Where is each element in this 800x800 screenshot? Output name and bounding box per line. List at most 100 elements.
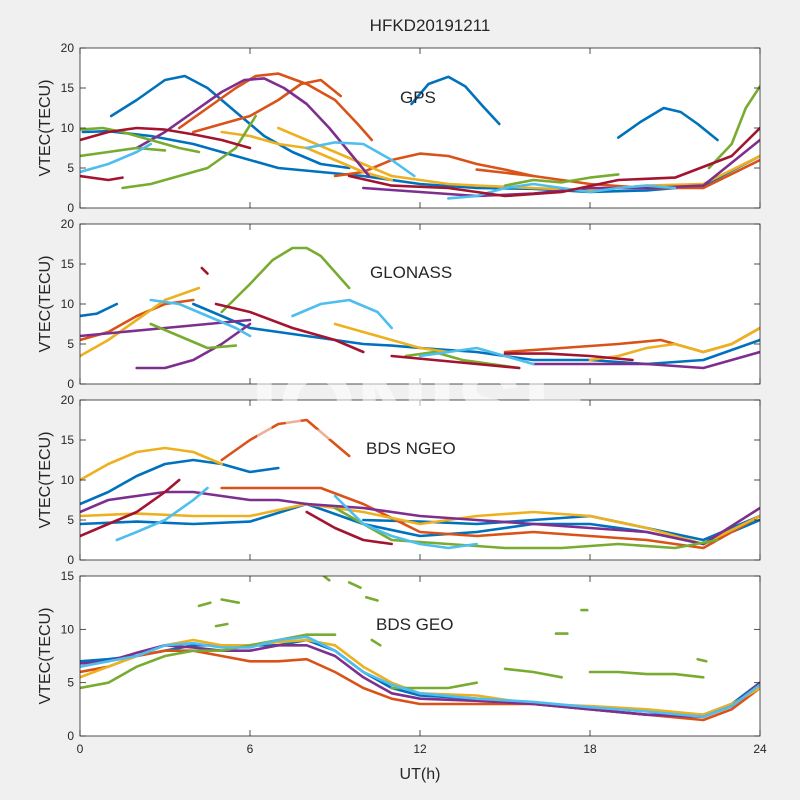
- series-line: [370, 638, 382, 647]
- series-line: [80, 446, 223, 482]
- series-line: [532, 350, 760, 370]
- series-line: [80, 142, 153, 174]
- y-tick-label: 10: [61, 297, 75, 311]
- panel-2: 0 5 10 15 20 VTEC(TECU) BDS NGEO: [37, 393, 761, 567]
- series-line: [80, 635, 760, 719]
- series-group: [80, 72, 760, 200]
- series-line: [80, 126, 201, 154]
- y-tick-label: 5: [67, 337, 74, 351]
- panel-label: BDS NGEO: [366, 439, 456, 458]
- y-axis-label: VTEC(TECU): [37, 256, 54, 353]
- series-line: [121, 114, 257, 190]
- y-tick-label: 0: [67, 377, 74, 391]
- series-line: [503, 173, 620, 187]
- y-tick-label: 0: [67, 553, 74, 567]
- figure-title: HFKD20191211: [370, 16, 491, 35]
- x-axis-label: UT(h): [400, 766, 441, 783]
- series-line: [347, 581, 362, 589]
- series-line: [149, 298, 252, 338]
- series-line: [80, 286, 201, 358]
- series-line: [80, 146, 167, 158]
- panel-label: BDS GEO: [376, 615, 453, 634]
- panel-label: GPS: [400, 88, 436, 107]
- watermark: IONISE: [251, 350, 590, 462]
- series-line: [322, 576, 331, 582]
- series-group: [80, 576, 760, 722]
- series-line: [220, 598, 240, 604]
- series-line: [418, 346, 535, 366]
- series-line: [80, 126, 252, 150]
- series-line: [305, 510, 393, 546]
- y-tick-label: 15: [61, 81, 75, 95]
- y-tick-label: 15: [61, 257, 75, 271]
- series-line: [197, 601, 212, 608]
- panel-0: 0 5 10 15 20 VTEC(TECU) GPS: [37, 41, 761, 215]
- series-line: [588, 670, 705, 679]
- series-line: [115, 486, 209, 542]
- series-line: [192, 302, 760, 366]
- series-line: [305, 141, 416, 178]
- series-line: [80, 302, 119, 318]
- series-line: [333, 506, 719, 550]
- y-tick-label: 15: [61, 433, 75, 447]
- y-tick-label: 0: [67, 729, 74, 743]
- panel-1: 0 5 10 15 20 VTEC(TECU) GLONASS: [37, 217, 761, 391]
- y-tick-label: 10: [61, 121, 75, 135]
- x-tick-label: 12: [413, 742, 427, 756]
- y-tick-label: 5: [67, 513, 74, 527]
- series-line: [503, 667, 563, 679]
- series-line: [333, 322, 450, 354]
- series-line: [135, 77, 371, 178]
- y-axis-label: VTEC(TECU): [37, 80, 54, 177]
- series-line: [149, 322, 238, 350]
- series-line: [333, 494, 478, 550]
- x-tick-label: 24: [753, 742, 767, 756]
- x-tick-label: 0: [77, 742, 84, 756]
- series-line: [503, 352, 634, 362]
- plot-area: [80, 48, 760, 208]
- series-group: [80, 246, 760, 370]
- y-tick-label: 20: [61, 41, 75, 55]
- panels: 0 5 10 15 20 VTEC(TECU) GPS 0 5 10 15 20 VTEC(TECU) G…: [37, 41, 767, 756]
- y-tick-label: 20: [61, 217, 75, 231]
- series-line: [135, 322, 252, 370]
- series-line: [305, 502, 760, 546]
- series-line: [696, 657, 708, 663]
- series-line: [80, 478, 181, 538]
- series-line: [588, 326, 760, 362]
- series-line: [410, 75, 501, 126]
- y-tick-label: 15: [61, 569, 75, 583]
- series-line: [220, 418, 351, 462]
- series-line: [80, 458, 280, 506]
- series-line: [220, 246, 351, 314]
- series-group: [80, 418, 760, 550]
- y-tick-label: 10: [61, 473, 75, 487]
- series-line: [80, 502, 760, 546]
- y-axis-label: VTEC(TECU): [37, 608, 54, 705]
- series-line: [214, 302, 365, 354]
- plot-area: [80, 400, 760, 560]
- series-line: [291, 298, 393, 330]
- x-tick-label: 18: [583, 742, 597, 756]
- panel-3: 0 5 10 15 0 6 12 18 24 VTEC(TECU) BDS GEO: [37, 569, 767, 756]
- series-line: [109, 74, 351, 170]
- series-line: [214, 622, 229, 628]
- series-line: [200, 266, 209, 275]
- panel-label: GLONASS: [370, 263, 452, 282]
- series-line: [80, 490, 308, 514]
- series-line: [707, 85, 760, 170]
- series-line: [80, 174, 124, 182]
- series-line: [220, 486, 760, 550]
- x-tick-label: 6: [247, 742, 254, 756]
- series-line: [617, 106, 719, 142]
- series-line: [177, 72, 374, 142]
- series-line: [364, 596, 379, 602]
- y-tick-label: 5: [67, 161, 74, 175]
- y-tick-label: 20: [61, 393, 75, 407]
- series-line: [81, 129, 760, 194]
- series-line: [475, 158, 760, 190]
- series-line: [192, 78, 342, 134]
- series-line: [390, 354, 521, 370]
- y-tick-label: 5: [67, 676, 74, 690]
